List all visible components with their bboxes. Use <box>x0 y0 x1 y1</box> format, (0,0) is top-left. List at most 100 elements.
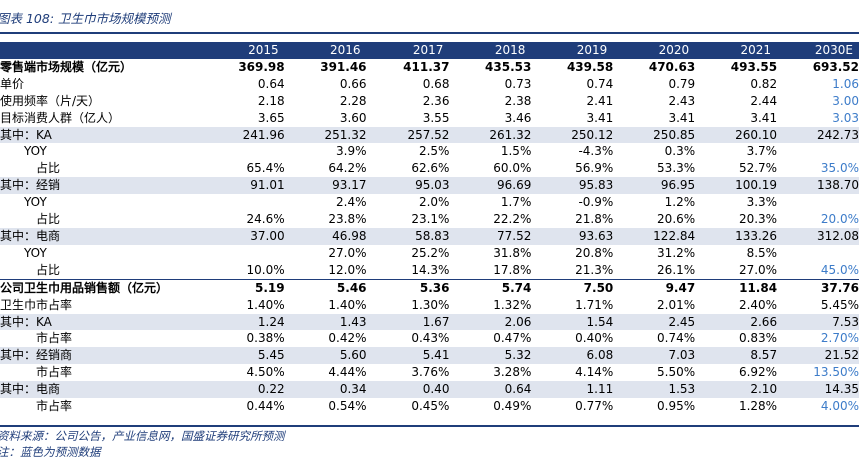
table-cell: 3.28% <box>493 365 532 380</box>
table-cell: 3.76% <box>411 365 450 380</box>
row-label: 占比 <box>36 212 61 227</box>
table-cell: 12.0% <box>328 262 367 277</box>
table-cell: 5.74 <box>449 278 532 297</box>
header-year: 2018 <box>449 42 532 59</box>
table-row: 市占率 0.38% 0.42% 0.43% 0.47% 0.40% 0.74% 0.83% 2.… <box>0 330 859 347</box>
table-cell: 2.28 <box>339 93 367 108</box>
table-cell: 5.45 <box>200 347 285 365</box>
table-cell: 0.77% <box>575 399 614 414</box>
row-label: 占比 <box>36 262 61 277</box>
table-cell: 2.36 <box>422 93 450 108</box>
table-cell: 1.28% <box>738 399 778 414</box>
table-cell: 242.73 <box>777 126 859 144</box>
table-cell: 2.5% <box>418 144 450 159</box>
table-cell: 20.0% <box>820 212 859 227</box>
table-header-row: 2015 2016 2017 2018 2019 2020 2021 2030E <box>0 42 859 59</box>
table-cell: 5.50% <box>657 365 696 380</box>
table-cell: 133.26 <box>695 227 778 245</box>
table-cell: 257.52 <box>366 126 450 144</box>
table-cell: 0.22 <box>200 381 285 399</box>
row-label: 其中：KA <box>0 126 201 144</box>
row-label: YOY <box>24 144 47 159</box>
table-cell: 25.2% <box>411 245 450 260</box>
table-cell: 56.9% <box>575 161 614 176</box>
table-cell: 5.36 <box>366 278 450 297</box>
table-cell: 7.50 <box>531 278 614 297</box>
table-cell: 5.46 <box>284 278 367 297</box>
header-year: 2017 <box>366 42 450 59</box>
table-cell: 0.40% <box>575 331 614 346</box>
table-cell: 0.49% <box>493 399 532 414</box>
table-cell: 251.32 <box>284 126 367 144</box>
table-cell <box>777 245 859 262</box>
table-cell: 2.41 <box>586 93 614 108</box>
table-cell: 1.43 <box>284 313 367 331</box>
header-year: 2019 <box>531 42 614 59</box>
table-cell: 21.3% <box>575 262 614 277</box>
table-cell: 0.64 <box>449 381 532 399</box>
table-row: 其中：KA 1.24 1.43 1.67 2.06 1.54 2.45 2.66 7.53 <box>0 313 859 331</box>
table-cell: 138.70 <box>777 177 859 195</box>
table-cell <box>777 143 859 160</box>
table-cell: 14.3% <box>411 262 450 277</box>
table-cell: 2.43 <box>668 93 696 108</box>
row-label: YOY <box>24 245 47 260</box>
table-row: 其中：经销商 5.45 5.60 5.41 5.32 6.08 7.03 8.57 21.52 <box>0 347 859 365</box>
table-cell: 2.38 <box>504 93 532 108</box>
header-year: 2030E <box>777 42 859 59</box>
table-cell: 493.55 <box>730 59 778 74</box>
table-cell: 3.41 <box>668 110 696 125</box>
table-cell: 5.45% <box>820 297 859 312</box>
row-label: 占比 <box>36 161 61 176</box>
table-cell: 6.92% <box>738 365 778 380</box>
table-cell: 693.52 <box>812 59 859 74</box>
table-row: 市占率 4.50% 4.44% 3.76% 3.28% 4.14% 5.50% 6.92% 13… <box>0 364 859 381</box>
table-cell: 3.03 <box>832 110 859 125</box>
table-cell: 439.58 <box>566 59 614 74</box>
row-label: 市占率 <box>36 365 73 380</box>
table-cell: 21.8% <box>575 212 614 227</box>
table-cell: 1.32% <box>493 297 532 312</box>
table-cell: 11.84 <box>695 278 778 297</box>
table-row: 目标消费人群（亿人） 3.65 3.60 3.55 3.46 3.41 3.41 3.41 3.… <box>0 110 859 127</box>
table-cell: 0.40 <box>366 381 450 399</box>
table-row: YOY 27.0% 25.2% 31.8% 20.8% 31.2% 8.5% <box>0 245 859 262</box>
table-cell: 95.03 <box>366 177 450 195</box>
table-cell: 3.00 <box>832 93 859 108</box>
table-cell: 3.41 <box>750 110 778 125</box>
table-cell: 31.8% <box>493 245 532 260</box>
table-cell: 58.83 <box>366 227 450 245</box>
table-cell: 0.42% <box>328 331 367 346</box>
table-cell: 3.60 <box>339 110 367 125</box>
table-cell: 26.1% <box>657 262 696 277</box>
row-label: YOY <box>24 195 47 210</box>
header-label <box>0 42 201 59</box>
table-row: 公司卫生巾用品销售额（亿元） 5.19 5.46 5.36 5.74 7.50 9.47 11… <box>0 278 859 297</box>
row-label: 其中：经销 <box>0 177 201 195</box>
header-year: 2016 <box>284 42 367 59</box>
row-label: 目标消费人群（亿人） <box>0 110 121 125</box>
table-cell: 5.60 <box>284 347 367 365</box>
table-cell: -4.3% <box>578 144 614 159</box>
table-cell: 1.71% <box>575 297 614 312</box>
table-cell: 60.0% <box>493 161 532 176</box>
table-row: 使用频率（片/天） 2.18 2.28 2.36 2.38 2.41 2.43 2.44 3.0… <box>0 93 859 110</box>
row-label: 其中：经销商 <box>0 347 201 365</box>
row-label: 卫生巾市占率 <box>0 297 73 312</box>
table-cell: 62.6% <box>411 161 450 176</box>
row-label: 其中：电商 <box>0 381 201 399</box>
table-cell <box>201 143 285 160</box>
table-cell: 6.08 <box>531 347 614 365</box>
table-cell: 261.32 <box>449 126 532 144</box>
table-cell: 391.46 <box>320 59 367 74</box>
row-label: 市占率 <box>36 331 73 346</box>
table-row: 单价 0.64 0.66 0.68 0.73 0.74 0.79 0.82 1.06 <box>0 76 859 93</box>
table-cell: 2.18 <box>257 93 285 108</box>
table-cell: 0.34 <box>284 381 367 399</box>
table-body: 零售端市场规模（亿元） 369.98 391.46 411.37 435.53 439.5… <box>0 59 859 415</box>
table-cell: 8.57 <box>695 347 778 365</box>
forecast-table: 2015 2016 2017 2018 2019 2020 2021 2030E 零售端市场规… <box>0 42 859 415</box>
table-cell: 0.79 <box>668 76 696 91</box>
table-cell: 37.76 <box>777 278 859 297</box>
table-cell: 2.0% <box>418 195 450 210</box>
